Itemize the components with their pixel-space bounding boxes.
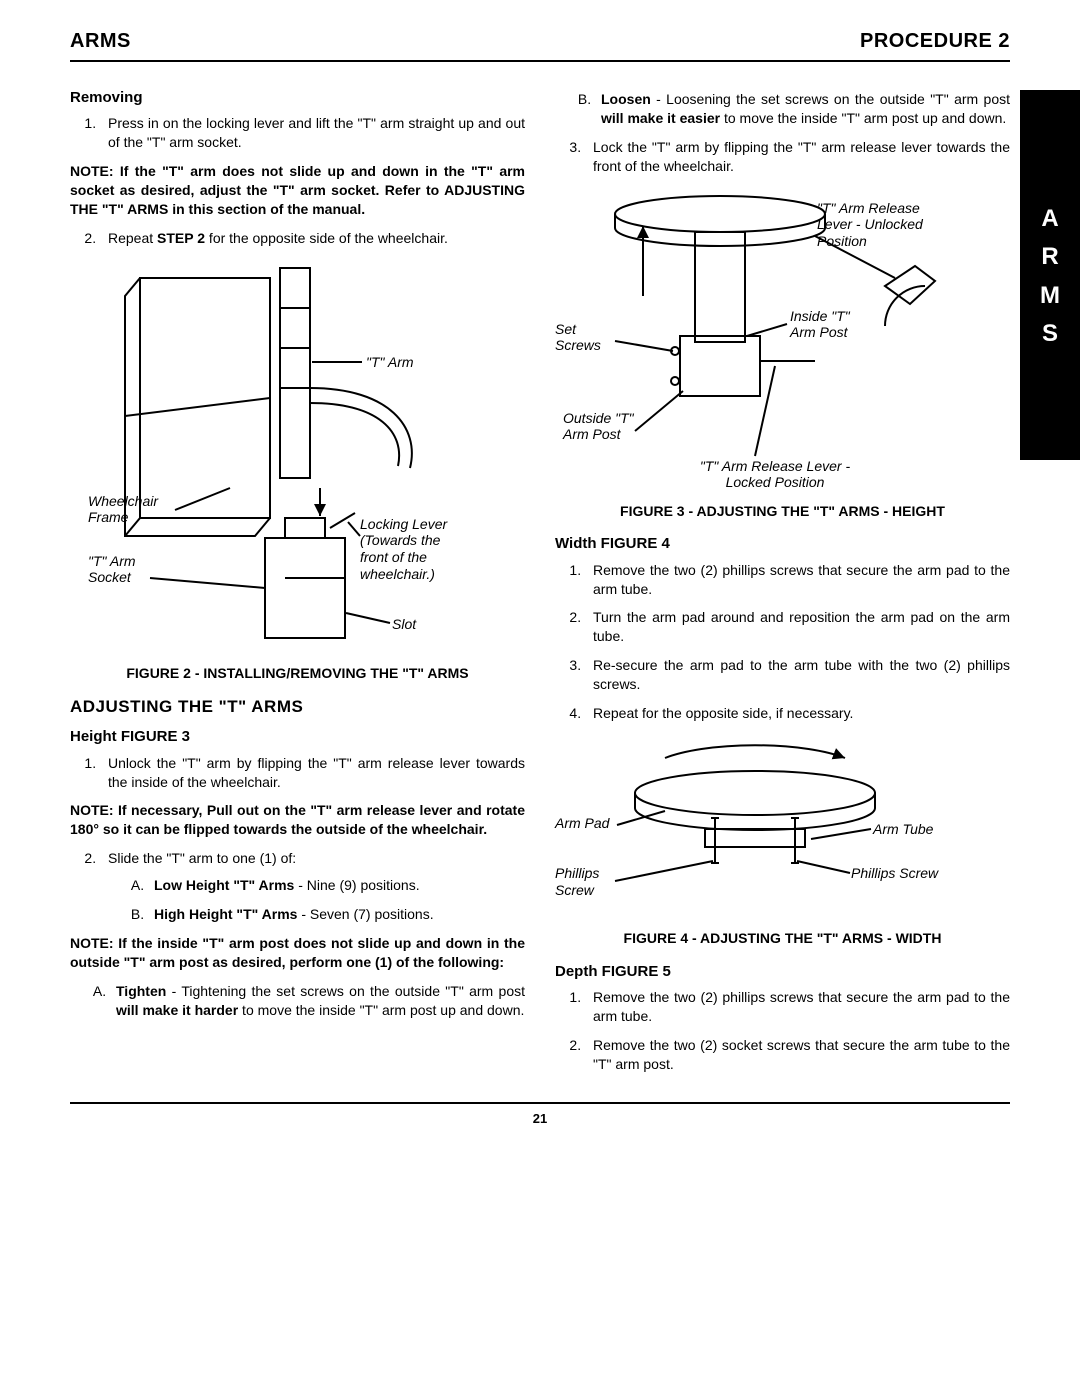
height-step: Unlock the "T" arm by flipping the "T" a… [100, 754, 525, 792]
side-tab-letter: R [1020, 238, 1080, 276]
figure-2-caption: FIGURE 2 - INSTALLING/REMOVING THE "T" A… [70, 664, 525, 683]
removing-note: NOTE: If the "T" arm does not slide up a… [70, 162, 525, 219]
fig3-label-set: Set Screws [555, 321, 601, 355]
width-step: Re-secure the arm pad to the arm tube wi… [585, 656, 1010, 694]
left-column: Removing Press in on the locking lever a… [70, 82, 525, 1084]
depth-head: Depth FIGURE 5 [555, 962, 1010, 982]
removing-step: Press in on the locking lever and lift t… [100, 114, 525, 152]
height-step: Slide the "T" arm to one (1) of: Low Hei… [100, 849, 525, 924]
height-note2: NOTE: If the inside "T" arm post does no… [70, 934, 525, 972]
fig3-label-outside: Outside "T" Arm Post [563, 410, 634, 444]
figure-2-svg [70, 258, 510, 658]
fig2-label-lever: Locking Lever (Towards the front of the … [360, 516, 500, 583]
figure-2: "T" Arm Wheelchair Frame "T" Arm Socket … [70, 258, 525, 658]
height-substep: Low Height "T" Arms - Nine (9) positions… [148, 876, 525, 895]
fig3-label-locked: "T" Arm Release Lever - Locked Position [645, 458, 905, 492]
fig2-label-tarm: "T" Arm [366, 354, 414, 371]
removing-step: Repeat STEP 2 for the opposite side of t… [100, 229, 525, 248]
width-step: Turn the arm pad around and reposition t… [585, 608, 1010, 646]
height-substep2: Loosen - Loosening the set screws on the… [595, 90, 1010, 128]
fig4-label-tube: Arm Tube [873, 821, 933, 838]
adjusting-head: ADJUSTING THE "T" ARMS [70, 696, 525, 719]
depth-step: Remove the two (2) socket screws that se… [585, 1036, 1010, 1074]
fig2-label-slot: Slot [392, 616, 416, 633]
fig2-label-socket: "T" Arm Socket [88, 553, 136, 587]
height-note1: NOTE: If necessary, Pull out on the "T" … [70, 801, 525, 839]
side-tab-letter: S [1020, 315, 1080, 353]
figure-4: Arm Pad Arm Tube Phillips Screw Phillips… [555, 733, 1010, 923]
page-footer: 21 [70, 1102, 1010, 1128]
removing-head: Removing [70, 88, 525, 108]
header-left: ARMS [70, 28, 131, 55]
height-step: Lock the "T" arm by flipping the "T" arm… [585, 138, 1010, 176]
height-substep2: Tighten - Tightening the set screws on t… [110, 982, 525, 1020]
width-head: Width FIGURE 4 [555, 534, 1010, 554]
fig3-label-release: "T" Arm Release Lever - Unlocked Positio… [817, 200, 977, 250]
figure-3: "T" Arm Release Lever - Unlocked Positio… [555, 186, 1010, 496]
fig2-label-frame: Wheelchair Frame [88, 493, 158, 527]
fig4-label-ps2: Phillips Screw [851, 865, 938, 882]
page-header: ARMS PROCEDURE 2 [70, 28, 1010, 62]
header-right: PROCEDURE 2 [860, 28, 1010, 55]
right-column: Loosen - Loosening the set screws on the… [555, 82, 1010, 1084]
side-tab-letter: A [1020, 200, 1080, 238]
fig3-label-inside: Inside "T" Arm Post [790, 308, 850, 342]
side-tab-letter: M [1020, 277, 1080, 315]
height-substep: High Height "T" Arms - Seven (7) positio… [148, 905, 525, 924]
fig4-label-pad: Arm Pad [555, 815, 609, 832]
fig4-label-ps1: Phillips Screw [555, 865, 599, 899]
width-step: Repeat for the opposite side, if necessa… [585, 704, 1010, 723]
width-step: Remove the two (2) phillips screws that … [585, 561, 1010, 599]
side-tab: A R M S [1020, 90, 1080, 460]
figure-4-caption: FIGURE 4 - ADJUSTING THE "T" ARMS - WIDT… [555, 929, 1010, 948]
figure-3-caption: FIGURE 3 - ADJUSTING THE "T" ARMS - HEIG… [555, 502, 1010, 521]
height-head: Height FIGURE 3 [70, 727, 525, 747]
depth-step: Remove the two (2) phillips screws that … [585, 988, 1010, 1026]
